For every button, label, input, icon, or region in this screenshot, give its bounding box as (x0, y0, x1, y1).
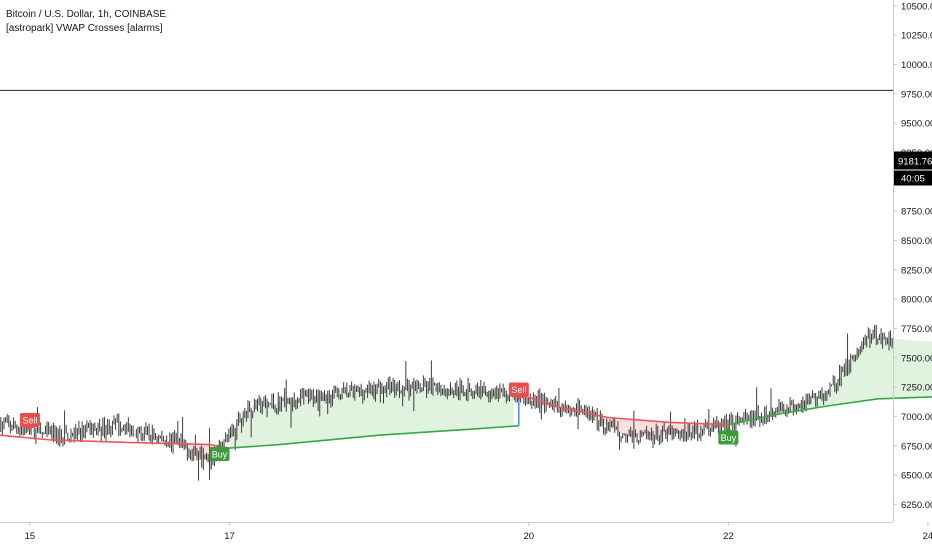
x-tick-label: 17 (224, 531, 235, 542)
badge-label: Sell (22, 415, 37, 425)
y-tick-label: 8500.00 (901, 236, 932, 247)
symbol-title[interactable]: Bitcoin / U.S. Dollar, 1h, COINBASE (6, 9, 167, 20)
vwap-line-bearish (518, 393, 729, 426)
buy-signal-badge: Buy (209, 442, 230, 461)
countdown-box (894, 170, 932, 186)
x-tick-label: 24 (923, 531, 932, 542)
badge-label: Buy (721, 433, 737, 443)
badge-label: Sell (511, 385, 526, 395)
y-tick-label: 7250.00 (901, 383, 932, 394)
y-tick-label: 10500.00 (901, 1, 932, 12)
y-tick-label: 7500.00 (901, 353, 932, 364)
badge-pointer (515, 396, 522, 401)
badge-label: Buy (212, 449, 228, 459)
y-tick-label: 6500.00 (901, 471, 932, 482)
y-tick-label: 8250.00 (901, 265, 932, 276)
y-tick-label: 10250.00 (901, 31, 932, 42)
badge-pointer (26, 426, 33, 431)
y-tick-label: 10000.00 (901, 60, 932, 71)
vwap-fill-bullish (728, 336, 932, 425)
countdown-value: 40:05 (901, 173, 925, 184)
badge-box (508, 382, 529, 397)
vwap-line-bullish (229, 425, 519, 449)
sell-signal-badge: Sell (508, 382, 529, 401)
badge-box (209, 446, 230, 461)
price-badge-box (894, 151, 932, 170)
badge-pointer (216, 442, 223, 447)
vwap-line-bullish (728, 396, 932, 426)
y-tick-label: 9750.00 (901, 89, 932, 100)
y-tick-label: 8000.00 (901, 295, 932, 306)
badge-box (19, 412, 40, 427)
y-tick-label: 7000.00 (901, 412, 932, 423)
last-price-badge: 9181.76 40:05 (894, 151, 932, 186)
sell-signal-badge: Sell (19, 412, 40, 431)
y-tick-label: 7750.00 (901, 324, 932, 335)
y-tick-label: 9500.00 (901, 119, 932, 130)
chart-legend: Bitcoin / U.S. Dollar, 1h, COINBASE [ast… (6, 8, 166, 36)
badge-pointer (725, 426, 732, 431)
x-tick-label: 20 (524, 531, 535, 542)
buy-signal-badge: Buy (718, 426, 739, 445)
price-badge-value: 9181.76 (898, 156, 932, 167)
y-tick-label: 8750.00 (901, 207, 932, 218)
x-tick-label: 15 (25, 531, 36, 542)
signal-markers-layer: SellBuySellBuySellBuySellSellBuyBuySellB… (19, 382, 739, 461)
vwap-line-bearish (0, 434, 230, 449)
badge-box (718, 430, 739, 445)
y-tick-label: 6750.00 (901, 441, 932, 452)
indicator-title[interactable]: [astropark] VWAP Crosses [alarms] (6, 23, 163, 34)
y-tick-label: 6250.00 (901, 500, 932, 511)
vwap-line-layer (0, 393, 932, 449)
x-tick-label: 22 (723, 531, 734, 542)
